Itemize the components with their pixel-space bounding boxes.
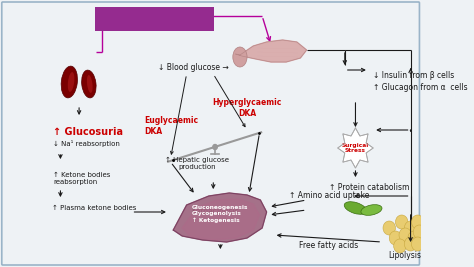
Ellipse shape bbox=[361, 205, 382, 215]
Circle shape bbox=[404, 237, 417, 251]
Text: ↓ Blood glucose →: ↓ Blood glucose → bbox=[158, 64, 229, 73]
Text: ↑ Hepatic glucose
production: ↑ Hepatic glucose production bbox=[165, 156, 229, 170]
Text: Ketoacidosis: Ketoacidosis bbox=[191, 207, 239, 217]
Polygon shape bbox=[173, 193, 266, 242]
Circle shape bbox=[411, 215, 424, 229]
Text: Free fatty acids: Free fatty acids bbox=[299, 241, 358, 249]
Text: ↓ Insulin from β cells: ↓ Insulin from β cells bbox=[373, 72, 455, 80]
Text: ↑ Glucagon from α  cells: ↑ Glucagon from α cells bbox=[373, 84, 468, 92]
Text: ↑ Ketone bodies
reabsorption: ↑ Ketone bodies reabsorption bbox=[53, 172, 111, 185]
Circle shape bbox=[213, 144, 217, 150]
Text: Euglycaemic
DKA: Euglycaemic DKA bbox=[144, 116, 198, 136]
Ellipse shape bbox=[61, 66, 77, 98]
Text: Gluconeogenesis
Glycogenolysis
↑ Ketogenesis: Gluconeogenesis Glycogenolysis ↑ Ketogen… bbox=[192, 206, 249, 222]
Text: SGLT2 INHIBITOR: SGLT2 INHIBITOR bbox=[101, 15, 208, 25]
Circle shape bbox=[404, 221, 417, 235]
Circle shape bbox=[389, 231, 401, 245]
Circle shape bbox=[383, 221, 395, 235]
Text: ↑ Plasma ketone bodies: ↑ Plasma ketone bodies bbox=[52, 205, 136, 211]
Circle shape bbox=[394, 239, 406, 253]
Text: ↑ Amino acid uptake: ↑ Amino acid uptake bbox=[289, 191, 369, 201]
Text: ↑ Glucosuria: ↑ Glucosuria bbox=[53, 127, 123, 137]
Circle shape bbox=[411, 237, 424, 251]
Circle shape bbox=[399, 228, 411, 242]
Text: Hyperglycaemic
DKA: Hyperglycaemic DKA bbox=[212, 98, 282, 118]
FancyBboxPatch shape bbox=[2, 2, 419, 265]
Text: Lipolysis: Lipolysis bbox=[388, 250, 421, 260]
Ellipse shape bbox=[233, 47, 247, 67]
Text: ↓ Na¹ reabsorption: ↓ Na¹ reabsorption bbox=[53, 140, 120, 147]
Ellipse shape bbox=[68, 72, 74, 92]
Ellipse shape bbox=[87, 75, 92, 93]
Circle shape bbox=[408, 231, 420, 245]
Ellipse shape bbox=[344, 202, 367, 214]
Polygon shape bbox=[337, 128, 373, 168]
FancyBboxPatch shape bbox=[95, 7, 214, 31]
Text: ↑ Protein catabolism: ↑ Protein catabolism bbox=[328, 183, 409, 193]
Polygon shape bbox=[182, 199, 259, 240]
Ellipse shape bbox=[82, 70, 96, 98]
Circle shape bbox=[395, 215, 408, 229]
Text: Surgical
Stress: Surgical Stress bbox=[342, 143, 369, 154]
Polygon shape bbox=[236, 40, 307, 62]
Circle shape bbox=[413, 225, 426, 239]
